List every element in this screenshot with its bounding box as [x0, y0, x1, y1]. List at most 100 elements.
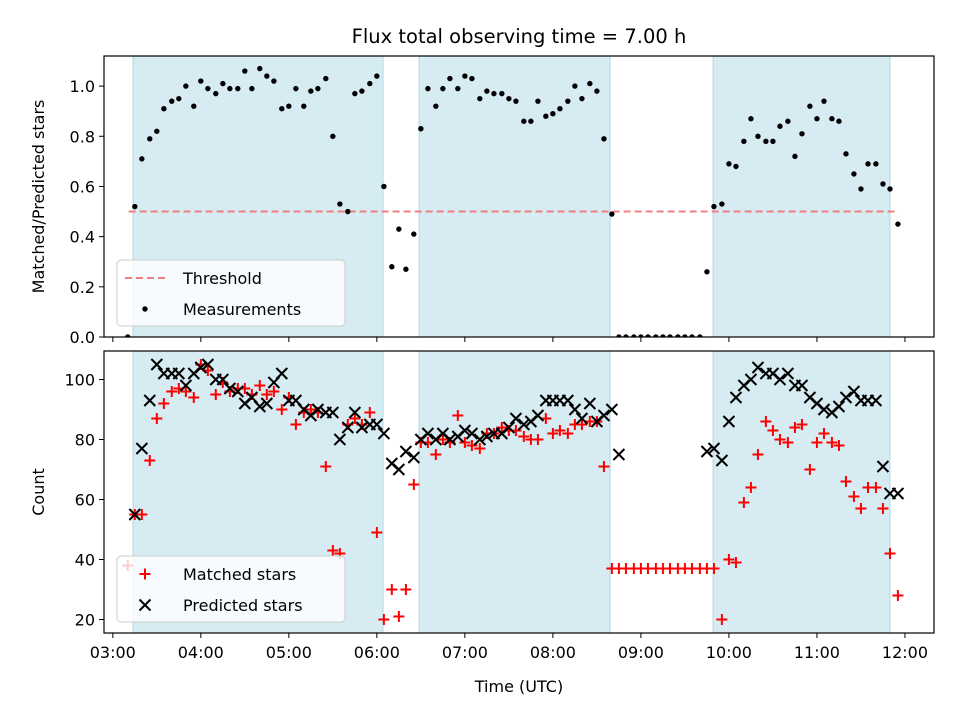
- matched-star-point: [378, 614, 390, 625]
- measurement-point: [697, 334, 703, 337]
- predicted-star-point: [326, 406, 340, 419]
- matched-star-point: [364, 407, 376, 418]
- legend-matched-swatch: [139, 568, 151, 580]
- predicted-star-point: [502, 421, 516, 434]
- matched-star-point: [466, 440, 478, 451]
- matched-star-point: [144, 455, 156, 466]
- predicted-star-point: [392, 463, 406, 476]
- measurement-point: [770, 138, 776, 145]
- measurement-point: [785, 118, 791, 124]
- matched-star-point: [261, 389, 273, 400]
- measurement-point: [491, 90, 497, 97]
- measurement-point: [689, 334, 695, 337]
- predicted-star-point: [443, 433, 457, 446]
- measurement-point: [660, 334, 666, 337]
- measurement-point: [565, 98, 571, 104]
- predicted-star-point: [135, 442, 149, 455]
- measurement-point: [858, 186, 864, 192]
- predicted-star-point: [612, 448, 626, 461]
- matched-star-point: [708, 563, 720, 574]
- measurement-point: [147, 136, 153, 142]
- measurement-point: [484, 88, 490, 94]
- measurement-point: [293, 85, 299, 92]
- predicted-star-point: [707, 442, 721, 455]
- predicted-star-point: [370, 418, 384, 431]
- measurement-point: [521, 118, 527, 124]
- measurement-point: [807, 103, 813, 109]
- legend: Threshold Measurements: [116, 259, 346, 327]
- measurement-point: [719, 201, 725, 207]
- measurement-point: [323, 75, 329, 82]
- predicted-star-point: [223, 382, 237, 395]
- predicted-star-point: [876, 460, 890, 473]
- measurement-point: [843, 151, 849, 157]
- predicted-star-point: [201, 358, 215, 371]
- predicted-star-point: [421, 427, 435, 440]
- predicted-star-point: [480, 430, 494, 443]
- matched-star-point: [393, 611, 405, 622]
- matched-star-point: [723, 554, 735, 565]
- measurement-point: [433, 103, 439, 109]
- measurement-point: [535, 98, 541, 104]
- y-axis-label: Matched/Predicted stars: [29, 100, 48, 294]
- matched-star-point: [452, 410, 464, 421]
- y-tick-label: 60: [75, 491, 95, 510]
- measurement-point: [829, 116, 835, 122]
- predicted-star-point: [700, 445, 714, 458]
- matched-star-point: [437, 434, 449, 445]
- measurement-point: [352, 90, 358, 97]
- measurement-point: [895, 221, 901, 227]
- matched-star-point: [848, 491, 860, 502]
- predicted-star-point: [333, 433, 347, 446]
- measurement-point: [711, 203, 717, 210]
- measurement-point: [205, 85, 211, 92]
- predicted-star-point: [773, 373, 787, 386]
- matched-star-point: [892, 590, 904, 601]
- measurement-point: [755, 133, 761, 139]
- shaded-interval-2: [712, 55, 891, 338]
- predicted-star-point: [817, 403, 831, 416]
- measurement-point: [447, 75, 453, 82]
- measurement-point: [543, 113, 549, 119]
- axes-frame: [103, 55, 935, 338]
- predicted-star-point: [568, 403, 582, 416]
- predicted-star-point: [891, 487, 905, 500]
- x-tick-label: 12:00: [882, 643, 928, 662]
- matched-star-point: [826, 437, 838, 448]
- matched-star-point: [532, 434, 544, 445]
- matched-star-point: [576, 419, 588, 430]
- matched-star-point: [268, 386, 280, 397]
- x-tick-label: 10:00: [706, 643, 752, 662]
- matched-star-point: [730, 557, 742, 568]
- measurement-point: [887, 186, 893, 192]
- predicted-star-point: [458, 424, 472, 437]
- y-tick-label: 1.0: [70, 77, 95, 96]
- measurement-point: [213, 90, 219, 97]
- matched-star-point: [598, 461, 610, 472]
- matched-star-point: [811, 437, 823, 448]
- measurement-point: [623, 334, 629, 337]
- matched-star-point: [408, 479, 420, 490]
- measurement-point: [462, 73, 468, 79]
- measurement-point: [286, 103, 292, 109]
- measurement-point: [169, 98, 175, 104]
- measurement-point: [330, 133, 336, 139]
- measurement-point: [389, 264, 395, 270]
- x-tick-label: 09:00: [618, 643, 664, 662]
- measurement-point: [645, 334, 651, 337]
- x-tick-label: 11:00: [794, 643, 840, 662]
- measurement-point: [675, 334, 681, 337]
- predicted-star-point: [869, 394, 883, 407]
- matched-star-point: [774, 434, 786, 445]
- legend-label: Measurements: [183, 300, 301, 319]
- measurement-point: [836, 118, 842, 124]
- shaded-interval-1: [418, 350, 611, 634]
- x-axis-label: Time (UTC): [474, 677, 563, 696]
- measurement-point: [183, 83, 189, 89]
- predicted-star-point: [744, 373, 758, 386]
- predicted-star-point: [517, 418, 531, 431]
- matched-star-point: [371, 527, 383, 538]
- measurement-point: [587, 80, 593, 87]
- measurement-point: [161, 105, 167, 112]
- predicted-star-point: [179, 379, 193, 392]
